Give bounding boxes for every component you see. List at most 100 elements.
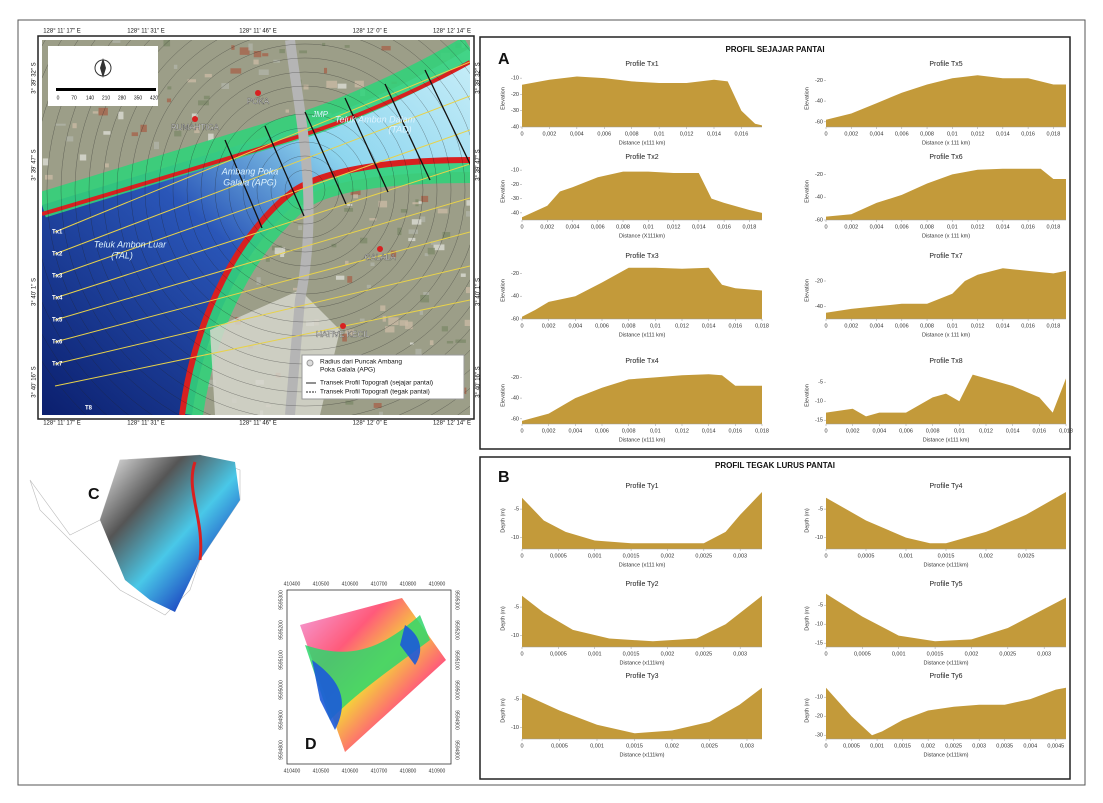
x-tick-label: 0,0045: [1047, 743, 1064, 749]
profile-area: [522, 688, 762, 739]
x-axis-label: Distance (x 111 km): [922, 233, 970, 239]
x-tick-label: 0,01: [650, 428, 661, 434]
x-tick-label: 0,0025: [695, 553, 712, 559]
x-tick-label: 0,008: [926, 428, 940, 434]
x-tick-label: 0: [520, 743, 523, 749]
transect-label: Tx5: [52, 318, 63, 324]
transect-label: Tx1: [52, 230, 63, 236]
y-tick-label: -5: [514, 605, 519, 611]
x-tick-label: 0: [824, 224, 827, 230]
chart-title: Profile Tx8: [929, 358, 962, 365]
x-tick-label: 0,0005: [551, 743, 568, 749]
profile-area: [522, 172, 762, 220]
urban-block: [382, 46, 391, 50]
urban-block: [399, 320, 407, 326]
d-y-tick-right: 9594800: [454, 740, 460, 760]
panel-title: PROFIL TEGAK LURUS PANTAI: [715, 461, 835, 470]
x-tick-label: 0,004: [872, 428, 886, 434]
y-tick-label: -40: [511, 124, 519, 130]
urban-block: [347, 276, 352, 283]
x-tick-label: 0,016: [717, 224, 731, 230]
urban-block: [379, 412, 383, 417]
urban-block: [380, 305, 385, 311]
x-tick-label: 0,004: [870, 131, 884, 137]
urban-block: [257, 277, 261, 284]
d-x-tick: 410900: [429, 768, 446, 774]
x-tick-label: 0: [520, 428, 523, 434]
x-tick-label: 0,0025: [945, 743, 962, 749]
d-y-tick: 9595300: [278, 590, 284, 610]
y-tick-label: -10: [815, 695, 823, 701]
urban-block: [221, 83, 229, 89]
water-label: (TAD): [388, 124, 411, 134]
y-axis-label: Elevation: [500, 180, 506, 203]
x-tick-label: 0,002: [542, 323, 556, 329]
x-tick-label: 0,001: [892, 651, 906, 657]
map-coord-bottom: 128° 11' 46" E: [239, 421, 277, 427]
profile-area: [826, 169, 1066, 220]
y-tick-label: -5: [818, 603, 823, 609]
map-coord-right: 3° 39' 47" S: [476, 149, 482, 180]
y-tick-label: -30: [511, 108, 519, 114]
x-tick-label: 0,004: [568, 323, 582, 329]
y-tick-label: -60: [511, 416, 519, 422]
urban-block: [279, 49, 285, 53]
x-tick-label: 0,016: [735, 131, 749, 137]
x-tick-label: 0,012: [667, 224, 681, 230]
d-x-tick: 410700: [371, 768, 388, 774]
panel-label: A: [498, 51, 510, 68]
y-tick-label: -20: [815, 172, 823, 178]
water-label: Teluk Ambon Dalam: [335, 114, 416, 124]
x-tick-label: 0,0015: [938, 553, 955, 559]
x-tick-label: 0,002: [665, 743, 679, 749]
d-y-tick: 9594800: [278, 740, 284, 760]
urban-block: [418, 201, 422, 204]
map-coord-left: 3° 39' 32" S: [32, 62, 38, 93]
urban-block: [408, 238, 415, 241]
profile-area: [522, 492, 762, 549]
urban-block: [466, 200, 477, 205]
urban-block: [412, 202, 418, 204]
y-tick-label: -40: [511, 210, 519, 216]
x-tick-label: 0,002: [661, 651, 675, 657]
urban-block: [428, 248, 435, 255]
urban-block: [347, 204, 352, 206]
urban-block: [80, 154, 86, 160]
x-tick-label: 0,018: [742, 224, 756, 230]
x-tick-label: 0,003: [972, 743, 986, 749]
x-tick-label: 0,014: [1006, 428, 1020, 434]
y-tick-label: -10: [815, 535, 823, 541]
urban-block: [299, 50, 307, 53]
urban-block: [105, 163, 109, 167]
urban-block: [421, 196, 428, 202]
transect-label: T8: [85, 406, 93, 412]
y-tick-label: -20: [815, 278, 823, 284]
x-tick-label: 0,016: [1021, 224, 1035, 230]
urban-block: [412, 219, 422, 224]
urban-block: [240, 47, 250, 54]
urban-block: [204, 96, 210, 100]
x-axis-label: Distance (x111 km): [619, 562, 666, 568]
x-tick-label: 0,014: [692, 224, 706, 230]
x-tick-label: 0: [520, 131, 523, 137]
x-tick-label: 0,006: [597, 131, 611, 137]
x-tick-label: 0,0005: [550, 651, 567, 657]
x-tick-label: 0,01: [650, 323, 661, 329]
urban-block: [304, 85, 309, 90]
place-label: GALALA: [364, 253, 396, 262]
x-tick-label: 0,006: [895, 323, 909, 329]
urban-block: [174, 65, 177, 69]
y-tick-label: -5: [818, 380, 823, 386]
d-x-tick-top: 410600: [342, 581, 359, 587]
urban-block: [430, 340, 434, 345]
y-tick-label: -10: [815, 399, 823, 405]
urban-block: [336, 276, 344, 280]
d-y-tick-right: 9595200: [454, 620, 460, 640]
d-y-tick: 9595000: [278, 680, 284, 700]
x-tick-label: 0,01: [947, 224, 958, 230]
x-tick-label: 0,006: [595, 323, 609, 329]
y-tick-label: -30: [511, 196, 519, 202]
x-tick-label: 0,014: [702, 428, 716, 434]
x-tick-label: 0,006: [895, 224, 909, 230]
c-surface: [100, 455, 240, 612]
